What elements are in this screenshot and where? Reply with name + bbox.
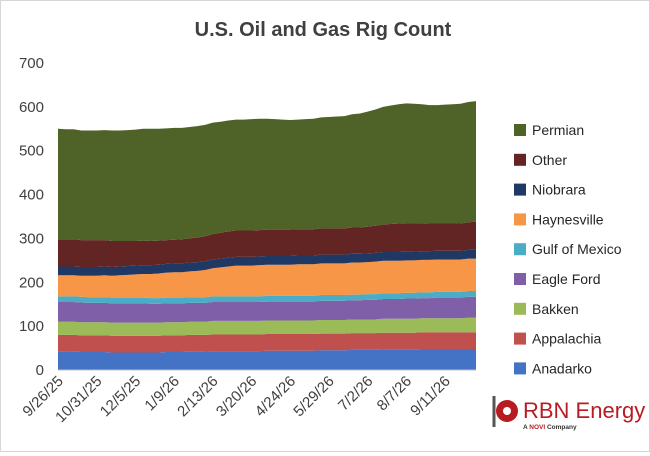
area-appalachia bbox=[58, 332, 476, 353]
legend-label-haynesville: Haynesville bbox=[532, 211, 604, 227]
x-tick-label: 7/2/26 bbox=[335, 373, 377, 415]
legend-swatch-niobrara bbox=[514, 183, 526, 196]
y-tick-label: 100 bbox=[19, 318, 44, 335]
legend-label-eagle-ford: Eagle Ford bbox=[532, 271, 600, 287]
legend-swatch-permian bbox=[514, 124, 526, 136]
x-tick-label: 4/24/26 bbox=[252, 373, 299, 420]
area-permian bbox=[58, 101, 476, 242]
brand-tagline-prefix: A bbox=[523, 424, 528, 431]
legend-swatch-appalachia bbox=[514, 332, 526, 345]
area-series bbox=[58, 101, 476, 370]
x-tick-label: 3/20/26 bbox=[213, 373, 260, 420]
x-tick-label: 5/29/26 bbox=[290, 373, 337, 420]
y-tick-label: 0 bbox=[36, 362, 44, 379]
brand-tagline: A NOVI Company bbox=[523, 424, 577, 431]
legend-swatch-gulf-of-mexico bbox=[514, 243, 526, 256]
x-tick-label: 9/11/26 bbox=[407, 373, 454, 420]
chart-title: U.S. Oil and Gas Rig Count bbox=[195, 19, 452, 41]
area-niobrara bbox=[58, 249, 476, 276]
legend-swatch-eagle-ford bbox=[514, 273, 526, 285]
y-tick-label: 200 bbox=[19, 274, 44, 291]
area-anadarko bbox=[58, 348, 476, 370]
legend-label-bakken: Bakken bbox=[532, 301, 579, 317]
area-eagle-ford bbox=[58, 296, 476, 323]
y-axis: 0 100 200 300 400 500 600 700 bbox=[19, 55, 44, 379]
legend-swatch-haynesville bbox=[514, 213, 526, 226]
y-tick-label: 600 bbox=[19, 99, 44, 116]
legend-swatch-bakken bbox=[514, 302, 526, 315]
legend-label-appalachia: Appalachia bbox=[532, 331, 601, 347]
x-axis: 9/26/2510/31/2512/5/251/9/262/13/263/20/… bbox=[19, 369, 476, 426]
x-tick-label: 2/13/26 bbox=[174, 373, 221, 420]
rbn-logo-mark bbox=[492, 396, 518, 427]
brand-name: RBN Energy bbox=[523, 398, 645, 423]
y-tick-label: 400 bbox=[19, 187, 44, 204]
y-tick-label: 500 bbox=[19, 143, 44, 160]
legend-label-permian: Permian bbox=[532, 122, 584, 138]
brand-tagline-brand: NOVI bbox=[529, 424, 545, 431]
legend-label-gulf-of-mexico: Gulf of Mexico bbox=[532, 241, 622, 257]
legend-swatch-anadarko bbox=[514, 362, 526, 375]
legend-label-niobrara: Niobrara bbox=[532, 182, 586, 198]
legend-label-other: Other bbox=[532, 152, 567, 168]
brand-tagline-suffix: Company bbox=[547, 424, 577, 431]
legend-swatch-other bbox=[514, 153, 526, 166]
area-other bbox=[58, 221, 476, 267]
x-tick-label: 12/5/25 bbox=[97, 373, 144, 420]
y-tick-label: 300 bbox=[19, 230, 44, 247]
y-tick-label: 700 bbox=[19, 55, 44, 72]
area-bakken bbox=[58, 317, 476, 336]
area-gulf-of-mexico bbox=[58, 291, 476, 304]
rbn-logo: RBN Energy A NOVI Company bbox=[492, 396, 645, 431]
legend-label-anadarko: Anadarko bbox=[532, 360, 592, 376]
legend: Permian Other Niobrara Haynesville Gulf of M… bbox=[514, 122, 622, 376]
area-haynesville bbox=[58, 258, 476, 299]
